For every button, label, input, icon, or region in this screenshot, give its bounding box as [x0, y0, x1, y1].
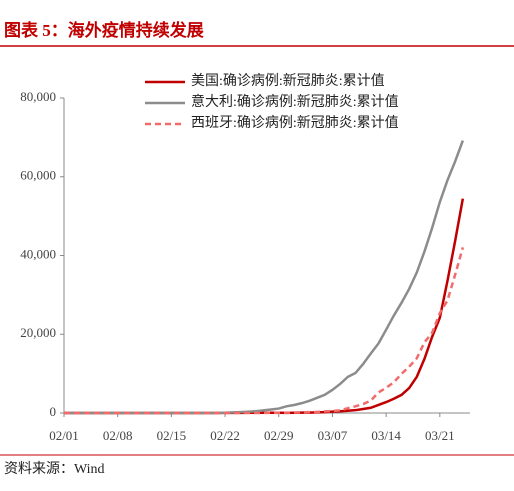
legend-label: 美国:确诊病例:新冠肺炎:累计值	[191, 73, 385, 89]
x-tick-label: 03/21	[425, 428, 455, 443]
line-series	[64, 140, 465, 415]
y-tick-label: 20,000	[20, 325, 56, 340]
legend-label: 意大利:确诊病例:新冠肺炎:累计值	[191, 93, 399, 110]
x-tick-label: 02/22	[210, 428, 240, 443]
legend-label: 西班牙:确诊病例:新冠肺炎:累计值	[191, 115, 399, 131]
chart-title: 图表 5：海外疫情持续发展	[4, 20, 204, 40]
y-tick-label: 0	[50, 404, 57, 419]
x-tick-label: 02/29	[264, 428, 294, 443]
source: 资料来源：Wind	[4, 461, 105, 477]
x-tick-label: 02/08	[103, 428, 133, 443]
x-tick-label: 03/07	[318, 428, 348, 443]
x-tick-label: 03/14	[371, 428, 401, 443]
x-tick-label: 02/01	[49, 428, 79, 443]
line-series	[64, 198, 465, 415]
y-tick-label: 80,000	[20, 89, 56, 104]
line-series	[64, 247, 465, 415]
y-tick-label: 60,000	[20, 168, 56, 183]
x-tick-label: 02/15	[157, 428, 187, 443]
y-tick-label: 40,000	[20, 246, 56, 261]
